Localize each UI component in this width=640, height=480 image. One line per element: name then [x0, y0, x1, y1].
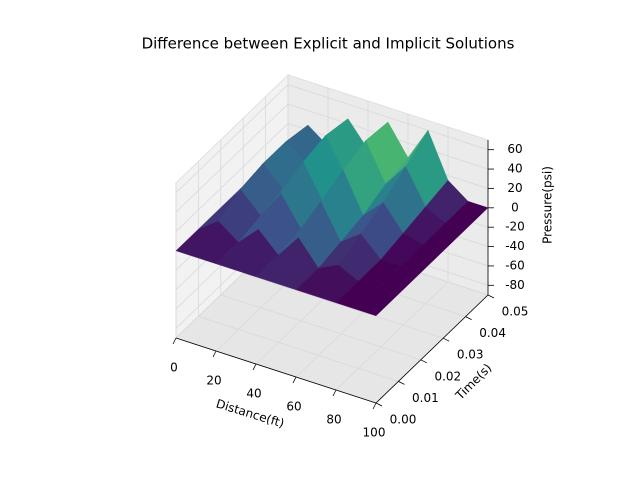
- y-axis: [375, 294, 489, 404]
- y-tick: [487, 294, 495, 299]
- y-tick-label: 0.00: [390, 413, 417, 427]
- x-tick-label: 20: [206, 374, 221, 388]
- y-tick-label: 0.03: [457, 348, 484, 362]
- y-tick: [465, 316, 472, 320]
- x-tick: [172, 337, 177, 345]
- grid-line: [175, 84, 289, 193]
- grid-line: [198, 316, 399, 382]
- grid-line: [335, 281, 449, 391]
- z-tick-label: -60: [505, 258, 525, 272]
- grid-line: [287, 84, 489, 151]
- x-tick: [372, 402, 377, 410]
- z-axis-label: Pressure(psi): [541, 166, 555, 244]
- x-tick: [212, 350, 217, 358]
- x-tick: [292, 376, 297, 384]
- z-tick-label: 40: [507, 162, 522, 176]
- x-tick-label: 60: [286, 400, 301, 414]
- z-tick-label: -40: [505, 239, 525, 253]
- chart-title: Difference between Explicit and Implicit…: [142, 35, 515, 53]
- x-tick-label: 0: [170, 361, 178, 375]
- y-tick: [375, 402, 383, 407]
- y-tick-label: 0.01: [412, 391, 439, 405]
- z-tick-label: -80: [505, 278, 525, 292]
- x-axis: [175, 337, 377, 404]
- grid-line: [175, 103, 289, 213]
- grid-line: [175, 123, 289, 232]
- z-tick-label: -20: [505, 220, 525, 234]
- x-tick: [252, 363, 257, 371]
- x-tick-label: 40: [246, 387, 261, 401]
- surface-patch: [355, 287, 399, 317]
- z-tick-label: 20: [507, 181, 522, 195]
- x-tick-label: 100: [363, 426, 386, 440]
- grid-line: [220, 294, 421, 361]
- y-tick-label: 0.04: [479, 326, 506, 340]
- y-tick-label: 0.02: [434, 369, 461, 383]
- z-tick-label: 60: [507, 142, 522, 156]
- y-tick: [398, 381, 405, 385]
- z-tick-label: 0: [511, 200, 519, 214]
- x-axis-label: Distance(ft): [214, 397, 286, 431]
- x-tick: [332, 389, 337, 397]
- x-tick-label: 80: [326, 413, 341, 427]
- y-tick: [443, 337, 450, 342]
- grid-line: [243, 272, 444, 339]
- y-tick-label: 0.05: [502, 305, 529, 319]
- y-tick: [420, 359, 427, 364]
